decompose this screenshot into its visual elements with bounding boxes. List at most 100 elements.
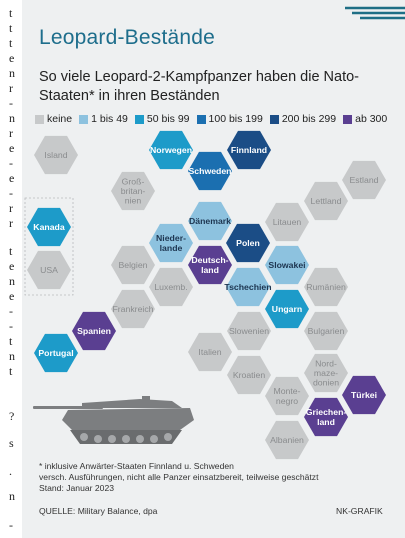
legend-swatch xyxy=(134,114,144,124)
country-label: Norwegen xyxy=(150,145,192,155)
country-hex: Albanien xyxy=(265,420,309,460)
legend-label: 100 bis 199 xyxy=(208,113,263,125)
country-hex: Slowenien xyxy=(227,311,271,351)
country-hex: Estland xyxy=(342,160,386,200)
country-hex: Portugal xyxy=(34,333,78,373)
gutter-fragment: r xyxy=(9,81,13,95)
gutter-fragment: e xyxy=(9,259,15,273)
legend-item: 100 bis 199 xyxy=(196,113,263,125)
country-hex-shape xyxy=(72,311,116,351)
country-hex: Spanien xyxy=(72,311,116,351)
country-label: Nieder- xyxy=(156,233,186,243)
gutter-fragment: t xyxy=(9,6,13,20)
country-label: Polen xyxy=(236,238,260,248)
legend-label: 1 bis 49 xyxy=(91,113,128,125)
legend-swatch xyxy=(343,114,353,124)
gutter-fragment: n xyxy=(9,349,15,363)
country-hex: Kroatien xyxy=(227,355,271,395)
country-label: Belgien xyxy=(119,260,148,270)
page-title: Leopard-Bestände xyxy=(39,26,215,49)
country-hex: Rumänien xyxy=(304,267,348,307)
country-label: Nord- xyxy=(315,358,337,368)
country-label: Luxemb. xyxy=(154,282,187,292)
country-hex-shape xyxy=(149,223,193,263)
country-label: Lettland xyxy=(311,196,342,206)
country-hex-shape xyxy=(111,289,155,329)
source-line: QUELLE: Military Balance, dpa xyxy=(39,506,158,516)
country-hex: Tschechien xyxy=(224,267,272,307)
legend-item: 200 bis 299 xyxy=(269,113,337,125)
hex-map: Island Norwegen Finnland Schweden Estland Gro… xyxy=(24,130,386,460)
country-hex: Deutsch-land xyxy=(188,245,232,285)
legend-item: 50 bis 99 xyxy=(134,113,190,125)
country-hex: Dänemark xyxy=(188,201,232,241)
country-label: Schweden xyxy=(189,166,232,176)
gutter-fragment: n xyxy=(9,111,15,125)
country-label: Portugal xyxy=(38,348,73,358)
country-hex-shape xyxy=(304,397,348,437)
gutter-fragment: t xyxy=(9,334,13,348)
country-hex-shape xyxy=(304,267,348,307)
country-label: land xyxy=(201,265,219,275)
country-hex: Monte-negro xyxy=(265,376,309,416)
gutter-fragment: t xyxy=(9,36,13,50)
country-label: maze- xyxy=(314,368,338,378)
country-label: Albanien xyxy=(270,435,304,445)
country-label: nien xyxy=(125,196,142,206)
country-hex-shape xyxy=(34,135,78,175)
country-label: land xyxy=(317,417,335,427)
gutter-fragment: r xyxy=(9,201,13,215)
country-label: Estland xyxy=(350,175,379,185)
country-label: Slowakei xyxy=(268,260,305,270)
legend: keine 1 bis 49 50 bis 99 100 bis 199 200 bis… xyxy=(35,113,405,125)
country-hex-shape xyxy=(188,201,232,241)
gutter-fragment: - xyxy=(9,304,13,318)
country-hex: Kanada xyxy=(27,207,71,247)
country-label: Kanada xyxy=(33,222,65,232)
country-hex-shape xyxy=(111,171,155,211)
country-label: lande xyxy=(160,243,183,253)
gutter-fragment: - xyxy=(9,518,13,532)
country-hex-shape xyxy=(342,160,386,200)
credit-line: NK-GRAFIK xyxy=(336,506,383,516)
gutter-fragment: s xyxy=(9,436,14,450)
gutter-fragment: . xyxy=(9,464,12,478)
footnote-variants: versch. Ausführungen, nicht alle Panzer … xyxy=(39,472,319,482)
country-label: negro xyxy=(276,396,298,406)
country-label: britan- xyxy=(121,186,146,196)
country-label: donien xyxy=(313,378,339,388)
tank-icon xyxy=(33,396,194,444)
gutter-fragment: t xyxy=(9,21,13,35)
country-label: Island xyxy=(44,150,67,160)
country-hex: Ungarn xyxy=(265,289,309,329)
country-hex-shape xyxy=(342,375,386,415)
country-hex-shape xyxy=(188,245,232,285)
country-hex-shape xyxy=(265,289,309,329)
gutter-fragment: - xyxy=(9,186,13,200)
gutter-fragment: - xyxy=(9,156,13,170)
country-hex: Island xyxy=(34,135,78,175)
legend-item: ab 300 xyxy=(343,113,387,125)
country-label: Rumänien xyxy=(306,282,346,292)
country-hex: Norwegen xyxy=(149,130,193,170)
gutter-fragment: e xyxy=(9,141,15,155)
legend-swatch xyxy=(269,114,279,124)
country-label: Türkei xyxy=(351,390,377,400)
infographic-card: Leopard-Bestände So viele Leopard-2-Kamp… xyxy=(22,0,405,538)
gutter-fragment: ? xyxy=(9,409,15,423)
country-label: Dänemark xyxy=(189,216,231,226)
legend-swatch xyxy=(35,114,44,124)
country-hex-shape xyxy=(265,202,309,242)
country-label: USA xyxy=(40,265,58,275)
gutter-fragment: r xyxy=(9,216,13,230)
country-hex: Belgien xyxy=(111,245,155,285)
country-hex-shape xyxy=(111,245,155,285)
legend-label: 200 bis 299 xyxy=(281,113,337,125)
country-hex: Italien xyxy=(188,332,232,372)
country-hex: Nord-maze-donien xyxy=(304,353,348,393)
country-label: Frankreich xyxy=(112,304,153,314)
country-label: Groß- xyxy=(122,176,145,186)
country-hex: Polen xyxy=(226,223,270,263)
country-hex: Schweden xyxy=(188,151,232,191)
country-hex-shape xyxy=(226,223,270,263)
